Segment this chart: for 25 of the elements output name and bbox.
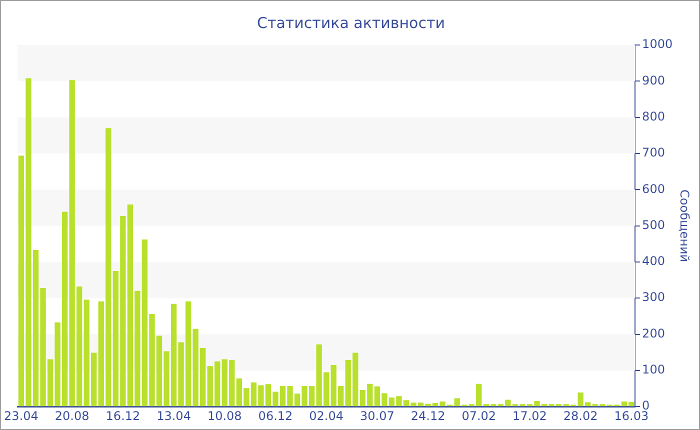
x-tick-label: 02.04 xyxy=(309,408,344,423)
x-tick-label: 28.02 xyxy=(563,408,598,423)
y-tick-label: 1000 xyxy=(642,37,673,52)
x-tick-label: 06.12 xyxy=(258,408,293,423)
x-tick-label: 23.04 xyxy=(4,408,38,423)
y-tick-label: 100 xyxy=(642,362,665,377)
x-tick-label: 16.12 xyxy=(106,408,140,423)
x-tick-label: 13.04 xyxy=(156,408,191,423)
y-tick-label: 800 xyxy=(642,109,665,124)
y-tick-label: 900 xyxy=(642,73,665,88)
x-tick-label: 17.02 xyxy=(512,408,547,423)
x-tick-label: 07.02 xyxy=(462,408,496,423)
y-tick-label: 600 xyxy=(642,182,665,196)
y-tick-label: 400 xyxy=(642,254,665,268)
x-tick-label: 30.07 xyxy=(360,408,394,423)
y-tick-label: 500 xyxy=(642,218,665,232)
y-tick-label: 700 xyxy=(642,146,665,160)
y-tick-label: 300 xyxy=(642,290,665,304)
chart-title: Статистика активности xyxy=(257,14,445,32)
x-tick-label: 24.12 xyxy=(410,408,446,423)
y-tick-label: 200 xyxy=(642,326,665,340)
x-tick-label: 10.08 xyxy=(207,408,242,423)
x-tick-label: 16.03 xyxy=(614,408,649,423)
x-tick-label: 20.08 xyxy=(54,408,90,423)
y-axis-title: Сообщений xyxy=(678,190,692,262)
